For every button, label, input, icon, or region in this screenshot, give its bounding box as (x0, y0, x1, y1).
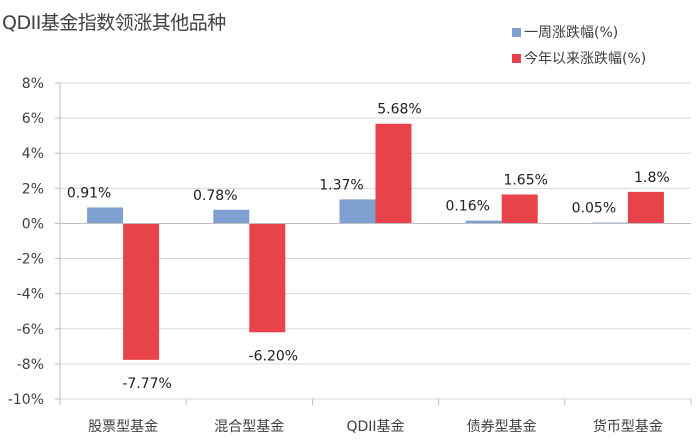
legend-swatch-red (512, 53, 521, 63)
legend-item-weekly: 一周涨跌幅(%) (512, 22, 618, 42)
data-label: -6.20% (249, 348, 299, 364)
x-tick-label: 债券型基金 (467, 418, 537, 435)
bar-ytd (375, 123, 412, 224)
bar-ytd (249, 223, 286, 333)
bar-weekly (87, 207, 124, 224)
data-label: 5.68% (377, 102, 421, 118)
y-tick-label: 0% (22, 216, 44, 232)
y-tick-label: 8% (22, 76, 44, 92)
legend-label: 一周涨跌幅(%) (524, 25, 619, 41)
bar-ytd (501, 194, 538, 224)
chart-title: QDII基金指数领涨其他品种 (2, 12, 226, 34)
x-tick-label: 混合型基金 (214, 418, 284, 435)
bar-weekly (339, 199, 376, 224)
legend-swatch-blue (512, 27, 521, 37)
bar-weekly (465, 220, 502, 224)
legend-item-ytd: 今年以来涨跌幅(%) (512, 48, 646, 68)
data-label: 0.16% (445, 199, 489, 215)
legend-label: 今年以来涨跌幅(%) (524, 51, 647, 67)
data-label: 0.78% (193, 188, 237, 204)
data-label: 1.65% (503, 172, 547, 188)
y-tick-label: -4% (17, 287, 44, 303)
y-tick-label: 4% (22, 146, 44, 162)
y-tick-label: -10% (8, 392, 44, 408)
data-label: 0.05% (572, 201, 616, 217)
data-label: 0.91% (67, 185, 111, 201)
bar-weekly (213, 209, 250, 224)
data-label: 1.8% (634, 170, 670, 186)
y-tick-label: -6% (17, 322, 44, 338)
y-tick-label: -8% (17, 357, 44, 373)
bar-ytd (627, 191, 664, 224)
y-tick-label: 2% (22, 181, 44, 197)
x-tick-label: 货币型基金 (593, 418, 663, 435)
y-tick-label: 6% (22, 111, 44, 127)
y-tick-label: -2% (17, 252, 44, 268)
bar-ytd (123, 223, 160, 360)
data-label: -7.77% (122, 376, 172, 392)
data-label: 1.37% (319, 177, 363, 193)
x-tick-label: QDII基金 (346, 418, 404, 435)
x-tick-label: 股票型基金 (88, 418, 158, 435)
